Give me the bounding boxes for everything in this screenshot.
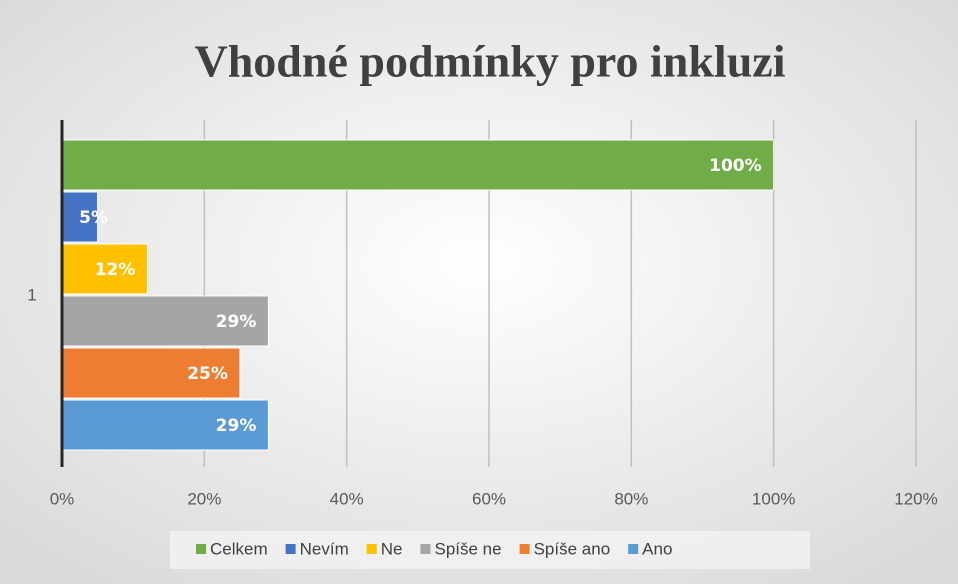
bar	[61, 399, 269, 451]
bar	[61, 295, 269, 347]
x-tick-label: 120%	[894, 489, 937, 508]
x-tick-label: 0%	[50, 489, 75, 508]
x-tick-label: 60%	[472, 489, 506, 508]
x-tick-label: 40%	[330, 489, 364, 508]
legend-label: Ano	[642, 539, 672, 558]
legend-swatch	[420, 544, 431, 554]
data-label: 100%	[709, 156, 762, 176]
legend-swatch	[196, 544, 206, 554]
data-label: 29%	[216, 416, 257, 436]
legend-label: Nevím	[300, 539, 349, 558]
bar	[61, 243, 148, 295]
chart-title: Vhodné podmínky pro inkluzi	[195, 36, 786, 87]
legend-label: Spíše ano	[534, 539, 611, 558]
bar	[61, 139, 775, 191]
legend-swatch	[519, 544, 530, 554]
legend-swatch	[285, 544, 296, 554]
data-label: 25%	[187, 364, 228, 384]
bar	[61, 347, 241, 399]
legend-label: Celkem	[210, 539, 268, 558]
legend-swatch	[366, 544, 377, 554]
bar	[61, 191, 99, 243]
legend-swatch	[628, 544, 639, 554]
legend-box	[170, 531, 810, 569]
y-tick-label: 1	[27, 285, 36, 304]
x-tick-label: 20%	[187, 489, 221, 508]
x-tick-label: 80%	[614, 489, 648, 508]
legend-label: Spíše ne	[434, 539, 501, 558]
data-label: 5%	[79, 208, 108, 228]
data-label: 12%	[95, 260, 136, 280]
x-tick-label: 100%	[752, 489, 795, 508]
data-label: 29%	[216, 312, 257, 332]
legend-label: Ne	[381, 539, 403, 558]
